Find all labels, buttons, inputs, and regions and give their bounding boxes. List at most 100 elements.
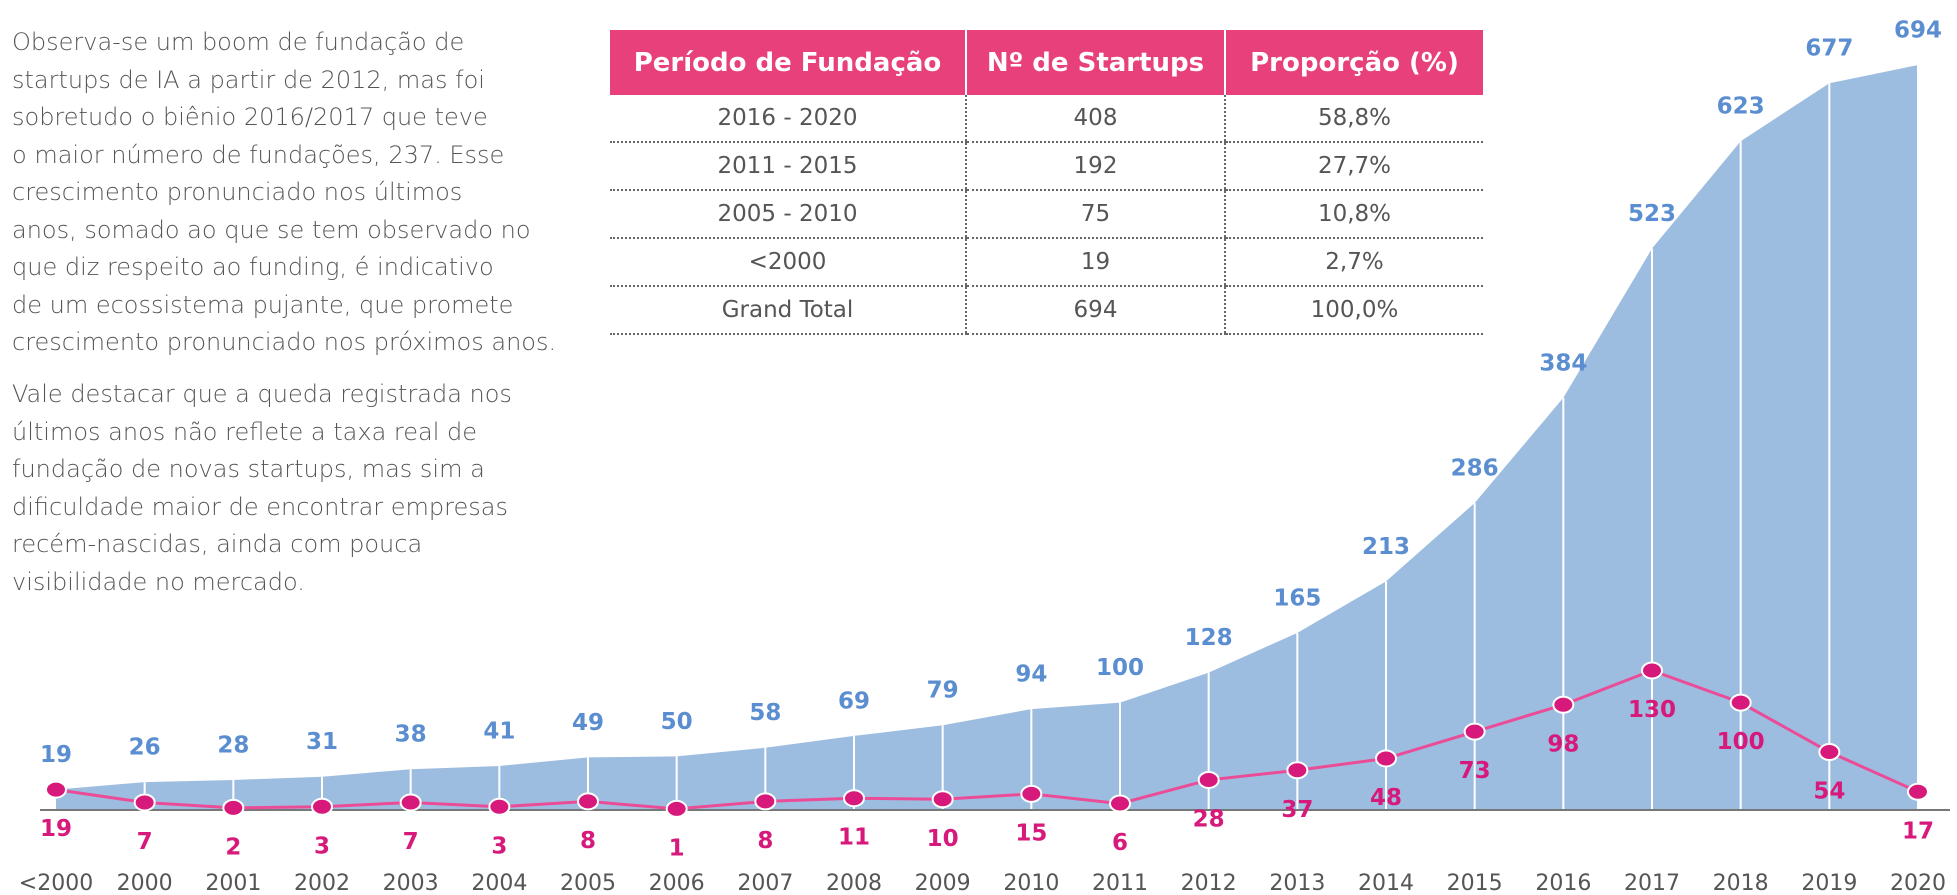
dot [1463, 722, 1486, 741]
table-cell: 100,0% [1224, 286, 1483, 335]
x-tick-label: 2003 [383, 871, 439, 895]
table-cell: 2016 - 2020 [610, 95, 966, 143]
value-label: 17 [1902, 818, 1934, 844]
dot [577, 792, 599, 811]
x-tick-label: 2009 [915, 871, 971, 895]
x-tick-label: 2017 [1624, 871, 1680, 895]
table-cell: 2011 - 2015 [610, 142, 966, 191]
table-cell: 58,8% [1224, 95, 1483, 143]
dot [665, 799, 688, 818]
text-line: de um ecossistema pujante, que promete [12, 290, 514, 319]
dot [1109, 794, 1131, 813]
table-cell: 19 [965, 238, 1225, 287]
value-label: 79 [927, 678, 959, 704]
value-label: 58 [749, 700, 781, 726]
value-label: 128 [1185, 625, 1233, 651]
text-line: Observa-se um boom de fundação de [12, 28, 465, 56]
x-tick-label: <2000 [19, 871, 93, 895]
dot [1641, 661, 1663, 680]
text-line: recém-nascidas, ainda com pouca [12, 530, 423, 558]
x-tick-label: 2018 [1713, 871, 1769, 895]
value-label: 8 [757, 828, 773, 854]
text-line: anos, somado ao que se tem observado no [12, 215, 531, 244]
dot [1907, 782, 1929, 801]
text-line: que diz respeito ao funding, é indicativ… [12, 253, 494, 281]
value-label: 286 [1451, 455, 1499, 481]
dot [1375, 749, 1397, 768]
dot [1729, 693, 1752, 712]
value-label: 523 [1628, 201, 1676, 227]
value-label: 50 [661, 709, 693, 735]
table-cell: 75 [965, 190, 1225, 239]
x-tick-label: 2004 [471, 871, 527, 895]
value-label: 100 [1096, 655, 1144, 681]
line [55, 668, 1919, 811]
table: Período de Fundação Nº de Startups Proporç… [610, 30, 1483, 335]
header-cell: Período de Fundação [610, 30, 966, 95]
value-label: 8 [580, 828, 596, 854]
value-label: 41 [483, 718, 515, 744]
x-tick-label: 2008 [826, 871, 882, 895]
table-row: Grand Total 694 100,0% [610, 286, 1483, 335]
x-tick-label: 2010 [1003, 871, 1059, 895]
text-line: visibilidade no mercado. [12, 567, 305, 596]
value-label: 31 [306, 729, 338, 755]
value-label: 2 [225, 834, 241, 860]
x-tick-label: 2014 [1358, 871, 1414, 895]
value-label: 623 [1717, 94, 1765, 120]
x-tick-label: 2012 [1181, 871, 1237, 895]
text-line: Vale destacar que a queda registrada nos [12, 380, 512, 408]
text-line: sobretudo o biênio 2016/2017 que teve [12, 103, 488, 131]
x-tick-label: 2000 [117, 871, 173, 895]
x-tick-label: 2007 [737, 871, 793, 895]
text-line: dificuldade maior de encontrar empresas [12, 492, 508, 521]
value-label: 49 [572, 710, 604, 736]
value-label: 73 [1459, 758, 1491, 784]
value-label: 19 [40, 816, 72, 842]
dot [488, 797, 511, 816]
value-label: 28 [1193, 806, 1225, 832]
header-cell: Proporção (%) [1224, 30, 1483, 95]
value-label: 11 [838, 825, 870, 851]
value-label: 384 [1539, 350, 1587, 376]
value-label: 48 [1370, 785, 1402, 811]
table-row: 2016 - 2020 408 58,8% [610, 95, 1483, 143]
dot [222, 798, 245, 817]
value-label: 1 [669, 835, 685, 861]
value-label: 26 [129, 735, 161, 761]
value-label: 10 [927, 826, 959, 852]
dot [843, 789, 865, 808]
value-label: 94 [1015, 662, 1047, 688]
table-cell: 192 [965, 142, 1225, 191]
table-row: 2011 - 2015 192 27,7% [610, 142, 1483, 191]
dot [1552, 695, 1575, 714]
dot [754, 792, 777, 811]
value-label: 38 [395, 722, 427, 748]
value-label: 37 [1281, 797, 1313, 823]
x-tick-label: 2020 [1890, 871, 1946, 895]
paragraph: Observa-se um boom de fundação de startup… [12, 24, 556, 362]
value-label: 130 [1628, 697, 1676, 723]
x-tick-label: 2013 [1269, 871, 1325, 895]
x-tick-label: 2001 [205, 871, 261, 895]
dot [1197, 770, 1220, 789]
value-label: 15 [1015, 820, 1047, 846]
dot [931, 790, 954, 809]
value-label: 98 [1547, 731, 1579, 757]
x-tick-label: 2019 [1801, 871, 1857, 895]
value-label: 694 [1894, 17, 1942, 43]
value-label: 100 [1717, 729, 1765, 755]
value-label: 677 [1805, 36, 1853, 62]
text-line: fundação de novas startups, mas sim a [12, 455, 485, 483]
x-tick-label: 2006 [649, 871, 705, 895]
table-cell: 27,7% [1224, 142, 1483, 191]
text-line: o maior número de fundações, 237. Esse [12, 140, 505, 169]
table-cell: 694 [965, 286, 1225, 335]
area [56, 64, 1918, 811]
x-tick-label: 2016 [1535, 871, 1591, 895]
text-line: startups de IA a partir de 2012, mas foi [12, 65, 485, 94]
text-line: crescimento pronunciado nos últimos [12, 178, 463, 206]
value-label: 7 [137, 829, 153, 855]
